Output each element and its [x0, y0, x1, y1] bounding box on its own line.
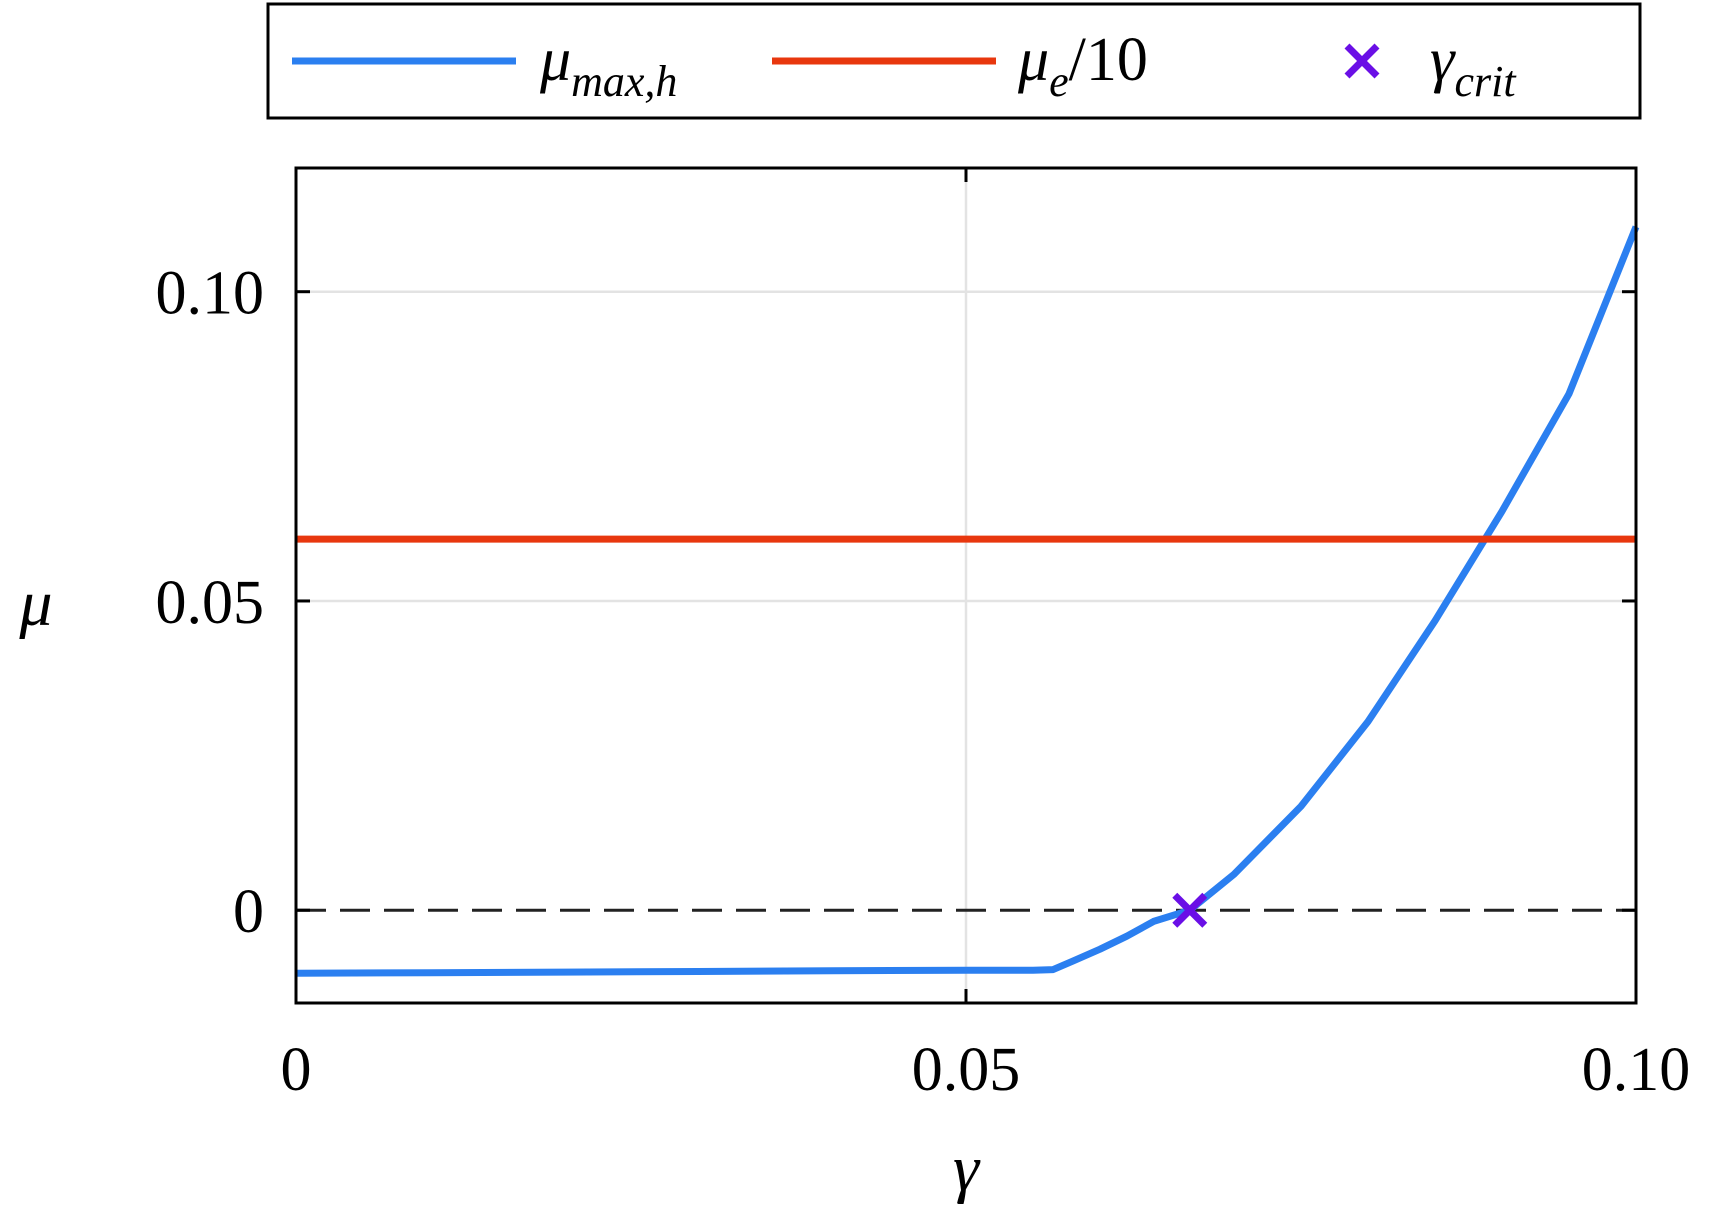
x-tick-label: 0.10: [1582, 1036, 1691, 1104]
grid: [296, 168, 1636, 1003]
series-layer: [295, 225, 1640, 977]
legend-label-gamma-crit: γcrit: [1430, 26, 1517, 106]
ticks: 0 0.05 0.10 0 0.05 0.10: [156, 168, 1691, 1104]
legend-marker-gamma-crit: [1344, 43, 1380, 79]
series-line-mu-max-h: [295, 225, 1640, 977]
plot-area: 0 0.05 0.10 0 0.05 0.10: [156, 166, 1691, 1104]
marker-layer: [1172, 892, 1208, 928]
y-axis-title: μ: [18, 567, 52, 640]
y-tick-label: 0.05: [156, 569, 265, 637]
y-tick-label: 0.10: [156, 260, 265, 328]
gamma-crit-marker: [1172, 892, 1208, 928]
x-axis-title: γ: [953, 1132, 981, 1205]
legend: μmax,h μe/10 γcrit: [266, 2, 1642, 120]
x-tick-label: 0.05: [912, 1036, 1021, 1104]
legend-label-mu-max-h: μmax,h: [539, 26, 677, 106]
x-tick-label: 0: [281, 1036, 312, 1104]
legend-label-mu-e-10: μe/10: [1017, 26, 1148, 106]
y-tick-label: 0: [233, 878, 264, 946]
